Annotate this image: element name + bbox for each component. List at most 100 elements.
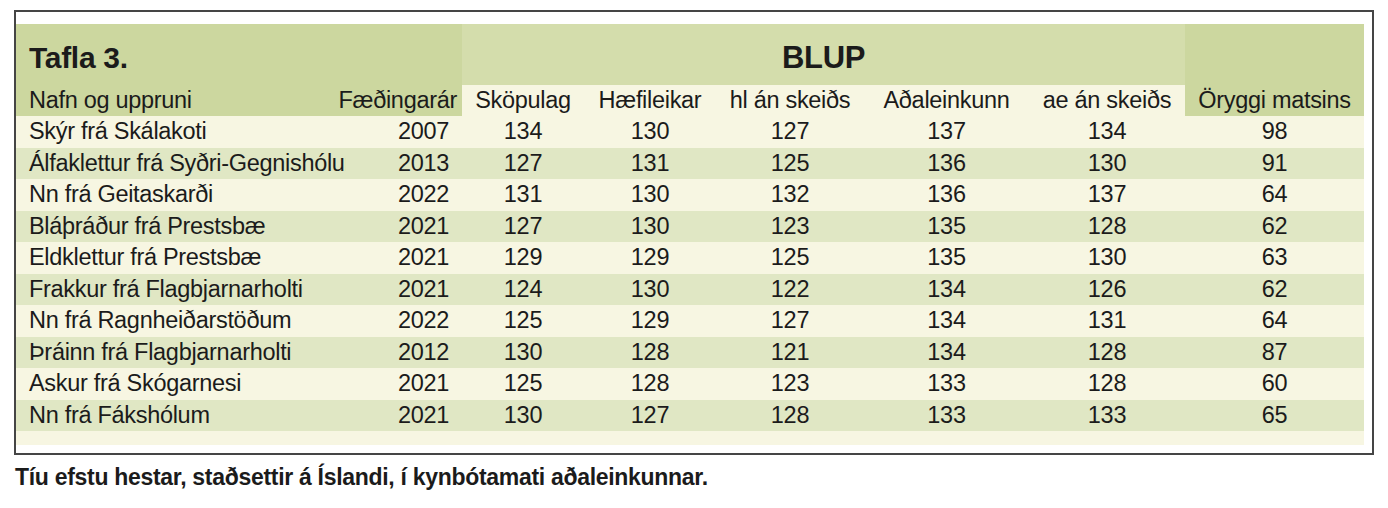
haefileikar-cell: 130 <box>584 116 716 148</box>
table-title-band: Tafla 3. BLUP <box>16 24 1364 85</box>
table-title: Tafla 3. <box>16 24 462 85</box>
hl-an-skeids-cell: 123 <box>716 368 864 400</box>
oryggi-cell: 60 <box>1185 368 1364 400</box>
blup-group-header: BLUP <box>462 24 1185 85</box>
oryggi-cell: 64 <box>1185 305 1364 337</box>
adaleinkunn-cell: 134 <box>864 274 1029 306</box>
name-cell: Eldklettur frá Prestsbæ <box>16 242 346 274</box>
adaleinkunn-cell: 137 <box>864 116 1029 148</box>
name-cell: Þráinn frá Flagbjarnarholti <box>16 337 346 369</box>
year-cell: 2021 <box>346 368 462 400</box>
name-cell: Nn frá Ragnheiðarstöðum <box>16 305 346 337</box>
year-cell: 2022 <box>346 179 462 211</box>
name-cell: Skýr frá Skálakoti <box>16 116 346 148</box>
adaleinkunn-cell: 134 <box>864 337 1029 369</box>
table-row: Frakkur frá Flagbjarnarholti202112413012… <box>16 274 1364 306</box>
table-row: Nn frá Ragnheiðarstöðum20221251291271341… <box>16 305 1364 337</box>
column-header-oryggi: Öryggi matsins <box>1185 85 1364 116</box>
hl-an-skeids-cell: 123 <box>716 211 864 243</box>
ae-an-skeids-cell: 130 <box>1029 148 1185 180</box>
table-row: Nn frá Geitaskarði202213113013213613764 <box>16 179 1364 211</box>
ae-an-skeids-cell: 128 <box>1029 211 1185 243</box>
adaleinkunn-cell: 134 <box>864 305 1029 337</box>
table-row: Eldklettur frá Prestsbæ20211291291251351… <box>16 242 1364 274</box>
hl-an-skeids-cell: 132 <box>716 179 864 211</box>
adaleinkunn-cell: 136 <box>864 148 1029 180</box>
ae-an-skeids-cell: 130 <box>1029 242 1185 274</box>
table-body: Skýr frá Skálakoti200713413012713713498Á… <box>16 116 1364 431</box>
table-row: Bláþráður frá Prestsbæ202112713012313512… <box>16 211 1364 243</box>
column-header-hl-an-skeids: hl án skeiðs <box>716 85 864 116</box>
title-band-spacer <box>1185 24 1364 85</box>
oryggi-cell: 62 <box>1185 274 1364 306</box>
name-cell: Álfaklettur frá Syðri-Gegnishólum <box>16 148 346 180</box>
column-header-ae-an-skeids: ae án skeiðs <box>1029 85 1185 116</box>
table-header-row: Nafn og uppruni Fæðingarár Sköpulag Hæfi… <box>16 85 1364 116</box>
table-frame: Tafla 3. BLUP Nafn og uppruni Fæðingarár… <box>14 10 1374 455</box>
oryggi-cell: 62 <box>1185 211 1364 243</box>
table-row: Skýr frá Skálakoti200713413012713713498 <box>16 116 1364 148</box>
name-cell: Nn frá Geitaskarði <box>16 179 346 211</box>
table-row: Askur frá Skógarnesi20211251281231331286… <box>16 368 1364 400</box>
skopulag-cell: 129 <box>462 242 584 274</box>
oryggi-cell: 64 <box>1185 179 1364 211</box>
skopulag-cell: 134 <box>462 116 584 148</box>
year-cell: 2021 <box>346 400 462 432</box>
table-row: Nn frá Fákshólum202113012712813313365 <box>16 400 1364 432</box>
year-cell: 2007 <box>346 116 462 148</box>
haefileikar-cell: 128 <box>584 368 716 400</box>
ae-an-skeids-cell: 131 <box>1029 305 1185 337</box>
oryggi-cell: 65 <box>1185 400 1364 432</box>
column-header-adaleinkunn: Aðaleinkunn <box>864 85 1029 116</box>
ae-an-skeids-cell: 128 <box>1029 337 1185 369</box>
year-cell: 2013 <box>346 148 462 180</box>
table-bottom-padding <box>16 431 1364 445</box>
ae-an-skeids-cell: 134 <box>1029 116 1185 148</box>
hl-an-skeids-cell: 122 <box>716 274 864 306</box>
skopulag-cell: 127 <box>462 148 584 180</box>
oryggi-cell: 87 <box>1185 337 1364 369</box>
adaleinkunn-cell: 136 <box>864 179 1029 211</box>
hl-an-skeids-cell: 125 <box>716 148 864 180</box>
haefileikar-cell: 129 <box>584 305 716 337</box>
year-cell: 2012 <box>346 337 462 369</box>
adaleinkunn-cell: 135 <box>864 242 1029 274</box>
hl-an-skeids-cell: 127 <box>716 116 864 148</box>
hl-an-skeids-cell: 121 <box>716 337 864 369</box>
ae-an-skeids-cell: 126 <box>1029 274 1185 306</box>
haefileikar-cell: 130 <box>584 274 716 306</box>
name-cell: Askur frá Skógarnesi <box>16 368 346 400</box>
skopulag-cell: 130 <box>462 400 584 432</box>
blup-table: Tafla 3. BLUP Nafn og uppruni Fæðingarár… <box>16 24 1364 445</box>
oryggi-cell: 63 <box>1185 242 1364 274</box>
haefileikar-cell: 130 <box>584 211 716 243</box>
year-cell: 2021 <box>346 274 462 306</box>
ae-an-skeids-cell: 133 <box>1029 400 1185 432</box>
column-header-name: Nafn og uppruni <box>16 85 346 116</box>
skopulag-cell: 125 <box>462 368 584 400</box>
haefileikar-cell: 127 <box>584 400 716 432</box>
name-cell: Bláþráður frá Prestsbæ <box>16 211 346 243</box>
skopulag-cell: 127 <box>462 211 584 243</box>
table-row: Þráinn frá Flagbjarnarholti2012130128121… <box>16 337 1364 369</box>
table-row: Álfaklettur frá Syðri-Gegnishólum2013127… <box>16 148 1364 180</box>
skopulag-cell: 130 <box>462 337 584 369</box>
ae-an-skeids-cell: 128 <box>1029 368 1185 400</box>
table-caption: Tíu efstu hestar, staðsettir á Íslandi, … <box>15 464 708 491</box>
name-cell: Nn frá Fákshólum <box>16 400 346 432</box>
adaleinkunn-cell: 135 <box>864 211 1029 243</box>
column-header-haefileikar: Hæfileikar <box>584 85 716 116</box>
hl-an-skeids-cell: 128 <box>716 400 864 432</box>
haefileikar-cell: 129 <box>584 242 716 274</box>
haefileikar-cell: 131 <box>584 148 716 180</box>
page: Tafla 3. BLUP Nafn og uppruni Fæðingarár… <box>0 0 1388 508</box>
skopulag-cell: 125 <box>462 305 584 337</box>
skopulag-cell: 124 <box>462 274 584 306</box>
haefileikar-cell: 128 <box>584 337 716 369</box>
hl-an-skeids-cell: 125 <box>716 242 864 274</box>
oryggi-cell: 91 <box>1185 148 1364 180</box>
column-header-skopulag: Sköpulag <box>462 85 584 116</box>
column-header-birth-year: Fæðingarár <box>346 85 462 116</box>
name-cell: Frakkur frá Flagbjarnarholti <box>16 274 346 306</box>
ae-an-skeids-cell: 137 <box>1029 179 1185 211</box>
